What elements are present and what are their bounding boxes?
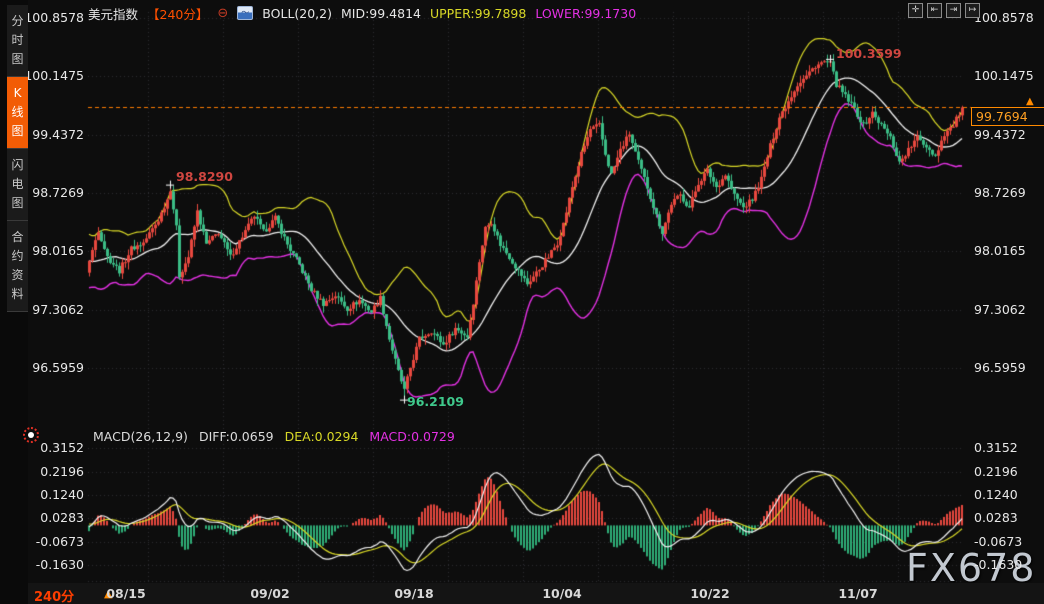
boll-label: BOLL(20,2) xyxy=(262,5,332,21)
period-selector[interactable]: 240分 xyxy=(34,590,75,604)
sidebar-tab-分时图[interactable]: 分时图 xyxy=(7,5,28,77)
price-tick-label: 96.5959 xyxy=(32,360,84,375)
chart-toolbar: ✛ ⇤ ⇥ ↦ xyxy=(908,3,980,18)
price-tick-label: 100.8578 xyxy=(24,10,84,25)
price-tick-label: 98.0165 xyxy=(974,243,1026,259)
price-tick-label: 97.3062 xyxy=(32,301,84,317)
alert-blink-icon xyxy=(23,427,39,443)
macd-params-label: MACD(26,12,9) xyxy=(93,429,188,444)
x-axis-label: 09/18 xyxy=(394,586,434,601)
swing-high-annotation: 98.8290 xyxy=(176,169,233,184)
pan-latest-icon[interactable]: ↦ xyxy=(965,3,980,18)
price-up-arrow-icon: ▲ xyxy=(1026,96,1034,107)
macd-dea-value: DEA:0.0294 xyxy=(284,429,359,444)
macd-tick-label: -0.0673 xyxy=(35,533,84,549)
time-axis-bar: 240分 ▲ 08/15 09/02 09/18 10/04 10/22 11/07 xyxy=(28,583,1044,604)
crosshair-tool-icon[interactable]: ✛ xyxy=(908,3,923,18)
macd-tick-label: 0.3152 xyxy=(974,440,1018,456)
macd-tick-label: -0.1630 xyxy=(974,557,1023,573)
sidebar-tab-合约资料[interactable]: 合约资料 xyxy=(7,221,28,312)
macd-tick-label: 0.3152 xyxy=(40,440,84,456)
price-tick-label: 98.7269 xyxy=(974,184,1026,200)
price-tick-label: 99.4372 xyxy=(32,126,84,142)
zoom-out-x-icon[interactable]: ⇤ xyxy=(927,3,942,18)
macd-tick-label: 0.1240 xyxy=(40,487,84,503)
x-axis-label: 10/22 xyxy=(690,586,730,601)
boll-mid-value: MID:99.4814 xyxy=(341,5,421,21)
instrument-title: 美元指数 xyxy=(88,6,139,22)
price-tick-label: 100.1475 xyxy=(24,68,84,84)
indicator-chart-icon[interactable]: 〜 xyxy=(237,6,254,20)
macd-bar-value: MACD:0.0729 xyxy=(369,429,455,444)
macd-tick-label: -0.0673 xyxy=(974,533,1023,549)
x-axis-label: 11/07 xyxy=(838,586,878,601)
swing-high-annotation: 100.3599 xyxy=(836,46,902,61)
price-tick-label: 100.1475 xyxy=(974,68,1034,84)
macd-header: MACD(26,12,9) DIFF:0.0659 DEA:0.0294 MAC… xyxy=(93,429,455,444)
x-axis-label: 10/04 xyxy=(542,586,582,601)
x-axis-label: 08/15 xyxy=(106,586,146,601)
swing-low-annotation: 96.2109 xyxy=(407,394,464,409)
macd-tick-label: 0.1240 xyxy=(974,487,1018,503)
price-tick-label: 97.3062 xyxy=(974,301,1026,317)
price-tick-label: 98.0165 xyxy=(32,243,84,259)
x-axis-label: 09/02 xyxy=(250,586,290,601)
macd-diff-value: DIFF:0.0659 xyxy=(198,429,274,444)
chart-header: 美元指数 【240分】 ⊖ 〜 BOLL(20,2) MID:99.4814 U… xyxy=(88,5,637,22)
price-tick-label: 96.5959 xyxy=(974,360,1026,375)
fx678-watermark: FX678 xyxy=(906,546,1037,590)
price-tick-label: 99.4372 xyxy=(974,126,1026,142)
boll-lower-value: LOWER:99.1730 xyxy=(535,5,637,21)
last-price-box: 99.7694 xyxy=(971,107,1044,126)
period-badge[interactable]: 【240分】 xyxy=(147,6,209,22)
macd-tick-label: -0.1630 xyxy=(35,557,84,573)
macd-tick-label: 0.2196 xyxy=(974,463,1018,479)
macd-tick-label: 0.2196 xyxy=(40,463,84,479)
price-tick-label: 100.8578 xyxy=(974,10,1034,25)
collapse-indicator-icon[interactable]: ⊖ xyxy=(217,5,229,21)
price-tick-label: 98.7269 xyxy=(32,184,84,200)
sidebar-tab-闪电图[interactable]: 闪电图 xyxy=(7,149,28,221)
zoom-in-x-icon[interactable]: ⇥ xyxy=(946,3,961,18)
period-dropdown-arrow-icon[interactable]: ▲ xyxy=(104,587,113,600)
boll-upper-value: UPPER:99.7898 xyxy=(430,5,527,21)
macd-tick-label: 0.0283 xyxy=(40,510,84,526)
macd-tick-label: 0.0283 xyxy=(974,510,1018,526)
